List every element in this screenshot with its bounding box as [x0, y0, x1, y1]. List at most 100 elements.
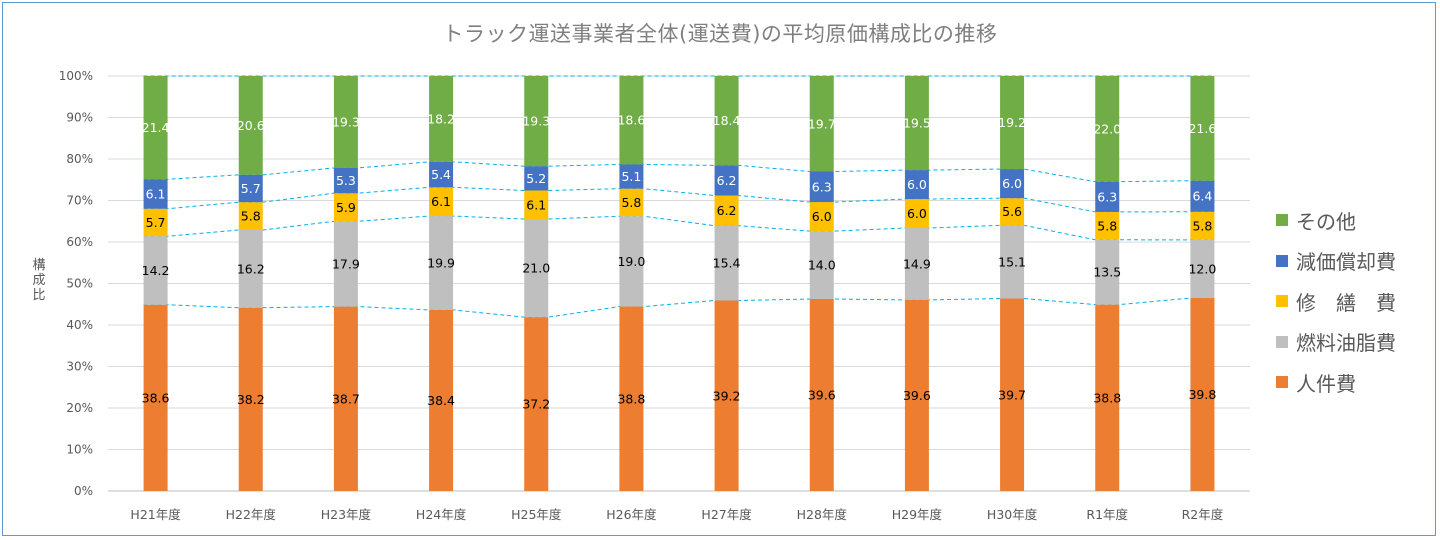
data-label: 39.8	[1188, 387, 1216, 402]
data-label: 39.7	[998, 387, 1026, 402]
data-label: 37.2	[522, 397, 550, 412]
data-label: 21.4	[142, 120, 170, 135]
y-tick-label: 80%	[66, 152, 93, 166]
legend-label: その他	[1296, 209, 1356, 234]
bar-segment	[143, 236, 168, 305]
data-label: 38.6	[142, 390, 170, 405]
data-label: 39.2	[713, 388, 741, 403]
bar-segment	[333, 306, 358, 491]
bar-segment	[619, 188, 644, 217]
x-tick-label: H27年度	[701, 507, 752, 522]
bar-segment	[143, 179, 168, 209]
legend-item: 人件費	[1276, 362, 1396, 403]
legend-label: 減価償却費	[1296, 250, 1396, 275]
bar-segment	[1095, 76, 1120, 182]
data-label: 38.4	[427, 393, 455, 408]
bar-segment	[524, 219, 549, 318]
bar-segment	[904, 76, 929, 171]
bar-segment	[714, 165, 739, 196]
chart-legend: その他 減価償却費修 繕 費燃料油脂費 人件費	[1276, 200, 1396, 403]
data-label: 18.6	[617, 113, 645, 128]
data-label: 5.6	[1002, 204, 1022, 219]
y-tick-label: 10%	[66, 443, 93, 457]
bar-segment	[809, 231, 834, 300]
data-label: 19.3	[522, 114, 550, 129]
data-label: 6.4	[1192, 189, 1212, 204]
bar-segment	[714, 300, 739, 491]
data-label: 12.0	[1188, 261, 1216, 276]
data-label: 6.1	[431, 194, 451, 209]
bar-segment	[714, 76, 739, 166]
bar-segment	[1095, 239, 1120, 305]
bar-segment	[809, 76, 834, 172]
data-label: 38.7	[332, 391, 360, 406]
data-label: 38.2	[237, 392, 265, 407]
bar-segment	[143, 76, 168, 180]
bar-segment	[1190, 180, 1215, 212]
bar-segment	[333, 193, 358, 222]
data-label: 5.8	[1192, 218, 1212, 233]
bar-segment	[333, 76, 358, 168]
y-tick-label: 60%	[66, 235, 93, 249]
data-label: 22.0	[1093, 121, 1121, 136]
data-label: 5.2	[526, 171, 546, 186]
bar-segment	[238, 174, 263, 203]
bar-segment	[429, 187, 454, 217]
bar-segment	[619, 216, 644, 307]
legend-label: 人件費	[1296, 371, 1356, 396]
x-tick-label: H23年度	[321, 507, 372, 522]
data-label: 19.0	[617, 254, 645, 269]
data-label: 15.1	[998, 254, 1026, 269]
data-label: 14.0	[808, 258, 836, 273]
legend-label: 燃料油脂費	[1296, 331, 1396, 356]
legend-item: 燃料油脂費	[1276, 322, 1396, 363]
data-label: 5.3	[336, 173, 356, 188]
y-tick-label: 0%	[74, 484, 93, 498]
data-label: 14.9	[903, 256, 931, 271]
data-label: 19.7	[808, 116, 836, 131]
data-label: 39.6	[903, 388, 931, 403]
bar-segment	[714, 195, 739, 226]
bar-segment	[1000, 76, 1025, 170]
legend-swatch	[1276, 254, 1288, 267]
bar-segment	[143, 208, 168, 237]
data-label: 5.7	[146, 215, 166, 230]
data-label: 5.8	[1097, 218, 1117, 233]
data-label: 5.1	[621, 169, 641, 184]
data-label: 5.8	[241, 209, 261, 224]
bar-segment	[238, 230, 263, 308]
data-label: 5.9	[336, 200, 356, 215]
data-label: 19.5	[903, 116, 931, 131]
bar-segment	[524, 190, 549, 220]
bar-segment	[1190, 211, 1215, 240]
data-label: 17.9	[332, 256, 360, 271]
x-tick-label: H30年度	[987, 507, 1038, 522]
x-tick-label: R2年度	[1182, 507, 1224, 522]
bar-segment	[333, 167, 358, 194]
data-label: 6.0	[907, 206, 927, 221]
bar-segment	[904, 170, 929, 200]
y-tick-label: 30%	[66, 360, 93, 374]
bar-segment	[809, 171, 834, 203]
data-label: 19.2	[998, 115, 1026, 130]
y-tick-label: 70%	[66, 194, 93, 208]
chart-title: トラック運送事業者全体(運送費)の平均原価構成比の推移	[442, 22, 998, 46]
bar-segment	[429, 309, 454, 491]
y-tick-label: 40%	[66, 318, 93, 332]
bar-segment	[619, 76, 644, 165]
bar-segment	[238, 202, 263, 231]
data-label: 6.0	[812, 209, 832, 224]
data-label: 6.2	[717, 203, 737, 218]
bar-segment	[904, 228, 929, 300]
data-label: 18.4	[713, 113, 741, 128]
bar-segment	[429, 161, 454, 188]
data-label: 15.4	[713, 256, 741, 271]
bar-segment	[1190, 239, 1215, 299]
y-tick-label: 90%	[66, 111, 93, 125]
data-label: 16.2	[237, 261, 265, 276]
bar-segment	[1000, 198, 1025, 226]
x-tick-label: H25年度	[511, 507, 562, 522]
legend-swatch	[1276, 376, 1288, 389]
data-label: 20.6	[237, 118, 265, 133]
bar-segment	[429, 216, 454, 310]
